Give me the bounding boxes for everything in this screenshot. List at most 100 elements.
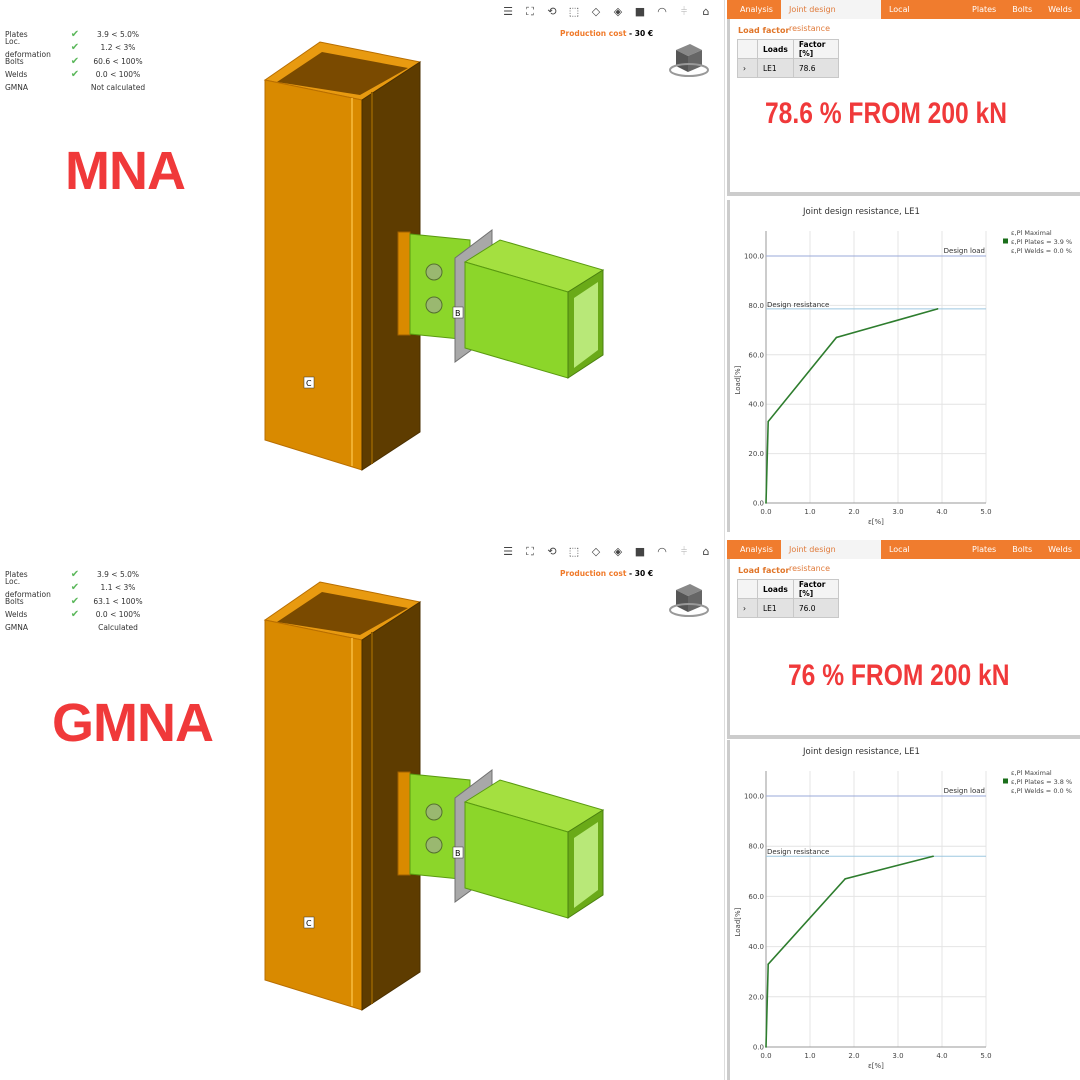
- y-tick-label: 20.0: [748, 450, 764, 458]
- legend-entry: ε,Pl Plates = 3.8 %: [1011, 778, 1072, 786]
- fit-icon[interactable]: ⛶: [526, 5, 534, 18]
- crop-icon[interactable]: ⬚: [568, 5, 580, 18]
- data-point: [844, 878, 846, 880]
- tab-local-deformation[interactable]: Local deformation: [888, 5, 938, 33]
- joint-model[interactable]: B C: [0, 540, 725, 1080]
- y-axis-label: Load[%]: [734, 365, 742, 394]
- header-cell: Loads: [757, 579, 794, 599]
- crop-icon[interactable]: ⬚: [568, 545, 580, 558]
- load-cell: LE1: [757, 598, 794, 618]
- y-tick-label: 100.0: [744, 253, 764, 261]
- check-row-deformation: Loc. deformation ✔ 1.1 < 3%: [5, 577, 153, 599]
- table-row[interactable]: › LE1 76.0: [737, 598, 839, 618]
- check-value: 3.9 < 5.0%: [96, 30, 140, 39]
- view-toolbar: ☰ ⛶ ⟲ ⬚ ◇ ◈ ■ ◠ ⫩ ⌂: [500, 5, 714, 19]
- header-cell: Loads: [757, 39, 794, 59]
- checkmark-icon: ✔: [70, 42, 80, 54]
- check-label: Plates: [5, 30, 28, 39]
- checkmark-icon: ✔: [70, 68, 80, 80]
- check-value: 1.2 < 3%: [100, 43, 136, 53]
- design-resistance-label: Design resistance: [767, 848, 829, 856]
- gmna-result-panel: Plates ✔ 3.9 < 5.0% Loc. deformation ✔ 1.1 <…: [0, 540, 1080, 1080]
- tab-joint-design-resistance[interactable]: Joint design resistance: [780, 540, 881, 573]
- column-side-face: [361, 61, 421, 471]
- method-label: MNA: [65, 141, 186, 201]
- check-summary: Plates ✔ 3.9 < 5.0% Loc. deformation ✔ 1.1 <…: [5, 568, 153, 634]
- section-icon[interactable]: ☰: [503, 545, 513, 558]
- column-inner-opening: [277, 52, 408, 95]
- tab-welds[interactable]: Welds: [1048, 5, 1072, 14]
- axis-icon[interactable]: ⫩: [680, 545, 688, 558]
- section-icon[interactable]: ☰: [503, 5, 513, 18]
- transparent-icon[interactable]: ◈: [613, 5, 623, 18]
- rotate-icon[interactable]: ⟲: [547, 545, 557, 558]
- check-label: GMNA: [5, 623, 29, 633]
- chart-title: Joint design resistance, LE1: [802, 207, 920, 217]
- result-annotation: 76 % FROM 200 kN: [788, 659, 1010, 692]
- rotate-icon[interactable]: ⟲: [547, 5, 557, 18]
- check-value: 63.1 < 100%: [93, 596, 143, 606]
- header-cell: [737, 39, 758, 59]
- 3d-viewport[interactable]: Plates ✔ 3.9 < 5.0% Loc. deformation ✔ 1.1 <…: [0, 540, 725, 1080]
- solid-icon[interactable]: ■: [634, 5, 646, 18]
- tab-bolts[interactable]: Bolts: [1012, 5, 1033, 14]
- factor-cell: 78.6: [792, 58, 839, 78]
- fit-icon[interactable]: ⛶: [526, 545, 534, 558]
- check-row-deformation: Loc. deformation ✔ 1.2 < 3%: [5, 37, 153, 59]
- expand-icon[interactable]: ›: [737, 58, 758, 78]
- tab-local-deformation[interactable]: Local deformation: [888, 545, 938, 573]
- transparent-icon[interactable]: ◈: [613, 545, 623, 558]
- load-factor-table: Loads Factor [%] › LE1 76.0: [737, 579, 839, 618]
- check-label: Loc. deformation: [5, 576, 51, 599]
- view-icon[interactable]: ◠: [657, 5, 667, 18]
- check-row-welds: Welds ✔ 0.0 < 100%: [5, 608, 153, 621]
- table-header: Loads Factor [%]: [737, 579, 839, 599]
- tab-joint-design-resistance[interactable]: Joint design resistance: [780, 0, 881, 33]
- check-value: 60.6 < 100%: [93, 56, 143, 66]
- wireframe-icon[interactable]: ◇: [591, 5, 601, 18]
- check-row-welds: Welds ✔ 0.0 < 100%: [5, 68, 153, 81]
- check-label: Bolts: [5, 56, 24, 66]
- navigation-cube-icon[interactable]: [666, 38, 710, 82]
- tab-bolts[interactable]: Bolts: [1012, 545, 1033, 554]
- check-value: Not calculated: [90, 83, 146, 93]
- view-icon[interactable]: ◠: [657, 545, 667, 558]
- joint-model[interactable]: B C: [0, 0, 725, 540]
- tab-welds[interactable]: Welds: [1048, 545, 1072, 554]
- y-tick-label: 100.0: [744, 793, 764, 801]
- load-factor-title: Load factor: [738, 26, 790, 35]
- x-tick-label: 3.0: [892, 508, 903, 516]
- checkmark-icon: ✔: [70, 55, 80, 67]
- design-resistance-label: Design resistance: [767, 301, 829, 309]
- header-cell: Factor [%]: [792, 579, 839, 599]
- legend-swatch: [1003, 238, 1008, 244]
- production-cost: Production cost - 30 €: [560, 569, 654, 578]
- table-row[interactable]: › LE1 78.6: [737, 58, 839, 78]
- y-tick-label: 60.0: [748, 351, 764, 359]
- solid-icon[interactable]: ■: [634, 545, 646, 558]
- data-point: [932, 855, 934, 858]
- column-label: C: [306, 379, 312, 388]
- tab-analysis[interactable]: Analysis: [740, 5, 773, 14]
- tab-plates[interactable]: Plates: [972, 545, 997, 554]
- data-point: [765, 502, 767, 504]
- table-header: Loads Factor [%]: [737, 39, 839, 59]
- check-row-plates: Plates ✔ 3.9 < 5.0%: [5, 568, 153, 581]
- home-icon[interactable]: ⌂: [702, 5, 710, 18]
- tab-analysis[interactable]: Analysis: [740, 545, 773, 554]
- column-inner-opening: [277, 592, 408, 635]
- navigation-cube-icon[interactable]: [666, 578, 710, 622]
- bolt-icon: [425, 803, 443, 821]
- y-tick-label: 0.0: [753, 500, 764, 508]
- checkmark-icon: ✔: [70, 569, 80, 580]
- check-label: Welds: [5, 609, 28, 619]
- tab-plates[interactable]: Plates: [972, 5, 997, 14]
- expand-icon[interactable]: ›: [737, 598, 758, 618]
- y-tick-label: 40.0: [748, 943, 764, 951]
- production-cost-value: 30 €: [634, 29, 654, 38]
- axis-icon[interactable]: ⫩: [680, 5, 688, 18]
- x-axis-label: ε[%]: [868, 518, 884, 526]
- wireframe-icon[interactable]: ◇: [591, 545, 601, 558]
- home-icon[interactable]: ⌂: [702, 545, 710, 558]
- 3d-viewport[interactable]: Plates ✔ 3.9 < 5.0% Loc. deformation ✔ 1.2 <…: [0, 0, 725, 540]
